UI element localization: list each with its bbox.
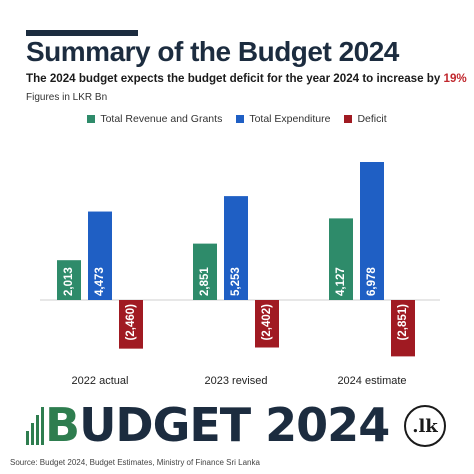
- bar-deficit-2: [391, 300, 415, 357]
- page-subtitle: The 2024 budget expects the budget defic…: [26, 72, 467, 85]
- legend-item-revenue: Total Revenue and Grants: [87, 113, 222, 125]
- legend-swatch-revenue: [87, 115, 96, 123]
- bar-revenue-1: [193, 243, 217, 300]
- lk-badge-icon: .lk: [404, 405, 446, 447]
- title-accent-bar: [26, 30, 138, 36]
- brand-text: BUDGET 2024: [45, 398, 390, 452]
- category-label-1: 2023 revised: [205, 375, 268, 387]
- bar-expenditure-2: [360, 162, 384, 300]
- budget-bar-chart: 2,013 4,473 (2,460) 2022 actual 2,851 5,253 (2…: [40, 162, 440, 387]
- brand-first-letter: B: [45, 398, 80, 452]
- data-label-revenue-2: 4,127: [335, 267, 347, 296]
- legend-swatch-deficit: [344, 115, 353, 123]
- legend-label-deficit: Deficit: [357, 113, 387, 125]
- data-label-expenditure-0: 4,473: [94, 267, 106, 296]
- legend-label-revenue: Total Revenue and Grants: [100, 113, 223, 125]
- data-label-deficit-0: (2,460): [125, 304, 137, 341]
- bar-revenue-0: [57, 260, 81, 300]
- legend-item-deficit: Deficit: [344, 113, 387, 125]
- subtitle-text: The 2024 budget expects the budget defic…: [26, 72, 444, 85]
- data-label-expenditure-1: 5,253: [230, 267, 242, 296]
- data-label-deficit-1: (2,402): [261, 304, 273, 341]
- source-note: Source: Budget 2024, Budget Estimates, M…: [10, 458, 260, 467]
- category-label-0: 2022 actual: [72, 375, 129, 387]
- data-label-revenue-0: 2,013: [63, 267, 75, 296]
- bar-expenditure-0: [88, 211, 112, 300]
- data-label-deficit-2: (2,851): [397, 304, 409, 341]
- brand-rest: UDGET 2024: [79, 398, 390, 452]
- figures-note: Figures in LKR Bn: [26, 92, 108, 103]
- legend-item-expenditure: Total Expenditure: [236, 113, 330, 125]
- data-label-expenditure-2: 6,978: [366, 267, 378, 296]
- chart-legend: Total Revenue and Grants Total Expenditu…: [0, 113, 474, 125]
- budget-logo: BUDGET 2024: [26, 398, 390, 452]
- subtitle-highlight: 19%: [443, 72, 467, 85]
- bar-deficit-0: [119, 300, 143, 349]
- bar-expenditure-1: [224, 196, 248, 300]
- legend-label-expenditure: Total Expenditure: [249, 113, 331, 125]
- bars-logo-icon: [26, 405, 44, 445]
- category-label-2: 2024 estimate: [337, 375, 406, 387]
- bar-revenue-2: [329, 218, 353, 300]
- page-title: Summary of the Budget 2024: [26, 36, 399, 67]
- bar-deficit-1: [255, 300, 279, 348]
- data-label-revenue-1: 2,851: [199, 267, 211, 296]
- legend-swatch-expenditure: [236, 115, 245, 123]
